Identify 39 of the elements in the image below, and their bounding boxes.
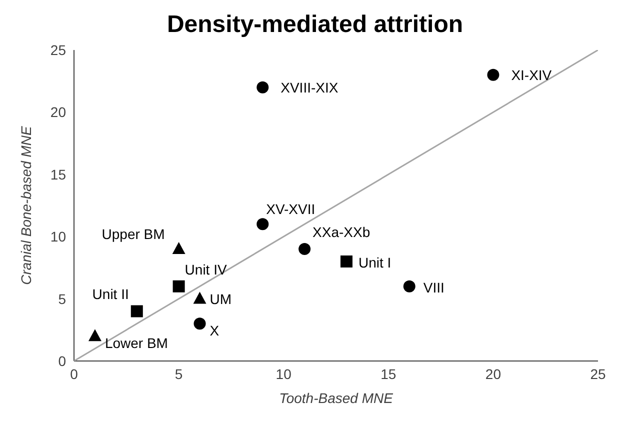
annotation: Lower BM <box>104 335 168 352</box>
point <box>340 255 352 268</box>
x-tick-label: 5 <box>174 366 183 382</box>
point <box>194 318 206 330</box>
annotation: XV-XVII <box>266 201 316 218</box>
chart-title: Density-mediated attrition <box>166 10 464 40</box>
y-tick-label: 0 <box>58 352 66 369</box>
annotation: Unit II <box>92 286 129 302</box>
y-tick-label: 5 <box>58 290 66 307</box>
y-tick-label: 15 <box>50 166 66 182</box>
x-tick-label: 0 <box>70 366 78 382</box>
point <box>193 292 206 304</box>
point <box>88 329 102 342</box>
y-axis-title: Cranial Bone-based MNE <box>18 125 34 285</box>
point <box>487 68 500 81</box>
point <box>403 280 416 292</box>
annotation: XI-XIV <box>511 66 552 83</box>
x-tick-label: 10 <box>276 366 292 382</box>
x-tick-label: 25 <box>590 366 606 382</box>
y-tick-label: 25 <box>50 42 66 58</box>
point <box>256 81 269 94</box>
annotation: VIII <box>423 279 444 296</box>
x-tick-label: 20 <box>485 366 502 382</box>
annotation: XXa-XXb <box>312 224 370 240</box>
point <box>172 280 185 292</box>
y-tick-label: 20 <box>50 104 66 120</box>
point <box>256 218 269 230</box>
x-axis-title: Tooth-Based MNE <box>279 390 394 406</box>
annotation: UM <box>210 290 232 307</box>
point <box>172 242 186 254</box>
annotation: Upper BM <box>102 226 165 242</box>
annotation: Unit I <box>358 254 392 270</box>
point <box>298 243 311 256</box>
annotation: Unit IV <box>184 261 228 278</box>
annotation: XVIII-XIX <box>280 79 339 96</box>
x-tick-label: 15 <box>380 366 396 382</box>
point <box>130 305 143 318</box>
annotation: X <box>210 322 220 339</box>
y-tick-label: 10 <box>50 228 66 245</box>
